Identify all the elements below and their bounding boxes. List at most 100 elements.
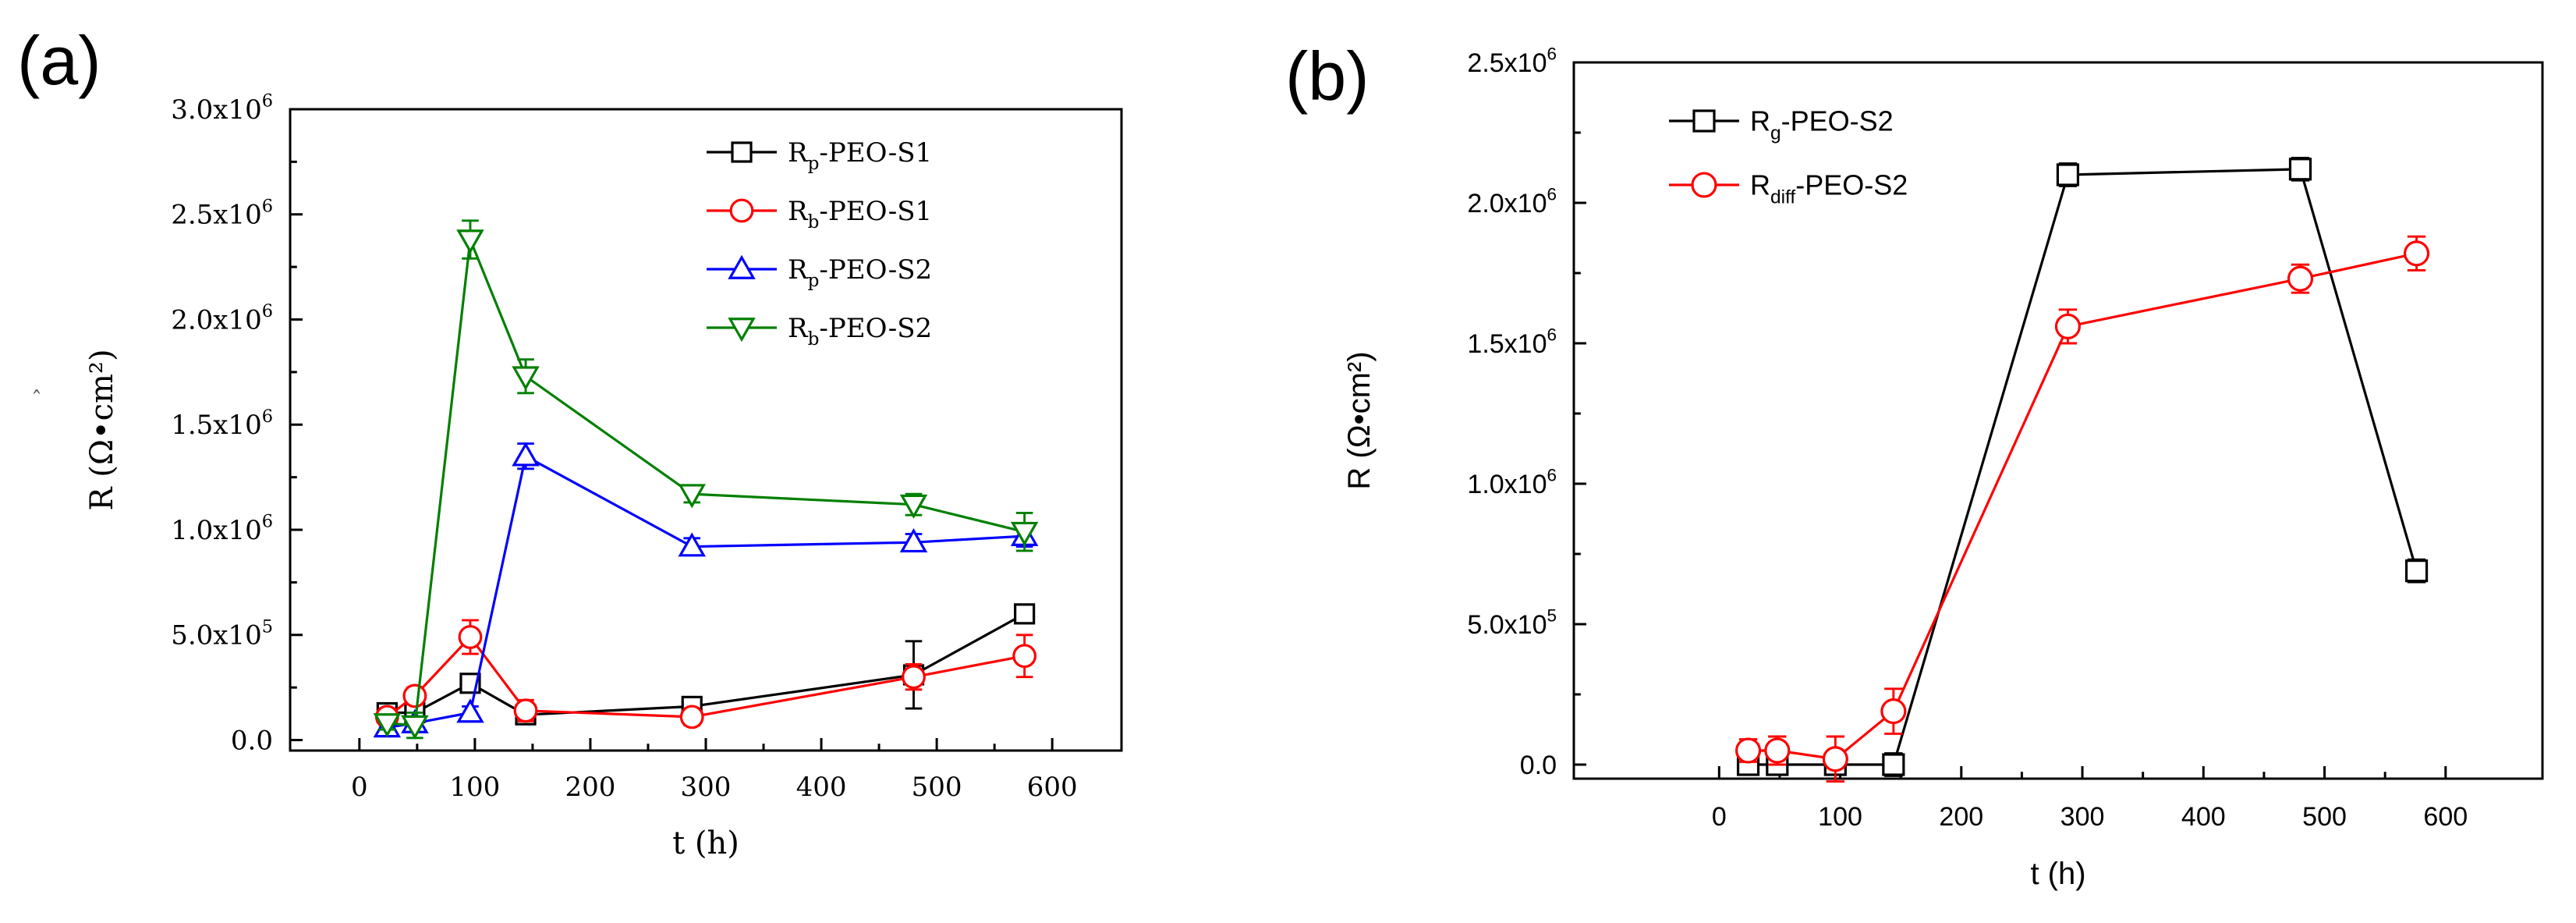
legend-marker [729,198,754,223]
x-tick-label: 0 [351,772,368,803]
data-point [1010,521,1039,546]
y-axis-label: R (Ω•cm²) [84,349,120,510]
y-tick-label: 2.5x106 [1467,44,1557,78]
data-point [678,532,706,557]
x-tick-label: 300 [2060,802,2105,832]
y-tick-label: 2.5x106 [171,196,273,230]
y-tick-mantissa: 3.0x10 [171,94,262,126]
chart-a: 0 100 200 300 400 500 6000.05.0x1051.0x1061.5x… [84,91,1123,861]
legend-base: R [1750,105,1770,137]
y-tick-exponent: 6 [262,91,273,112]
y-tick-exponent: 6 [262,406,273,427]
legend-label: Rp-PEO-S1 [788,137,932,174]
series-line [387,612,1026,716]
legend-marker [728,318,756,343]
y-tick-exponent: 6 [262,512,273,532]
data-point [1012,644,1037,669]
stray-mark: ˆ [31,387,42,413]
y-tick-exponent: 6 [1547,466,1557,485]
x-axis-label: t (h) [2030,857,2085,891]
legend-base: R [1750,169,1770,201]
y-tick-exponent: 6 [1547,44,1557,64]
legend-marker [1691,172,1717,198]
y-tick-label: 2.0x106 [171,301,273,335]
legend-label: Rp-PEO-S2 [788,254,932,291]
data-point [373,713,402,738]
data-point [458,625,483,649]
chart-b: 0 100 200 300 400 500 6000.05.0x1051.0x1061.5x… [1342,44,2544,891]
data-point [2404,559,2429,583]
x-tick-label: 100 [1818,802,1862,832]
legend-sub: p [808,154,820,174]
y-tick-label: 1.5x106 [171,406,273,441]
x-tick-label: 400 [2181,802,2226,832]
y-tick-label: 5.0x105 [171,616,273,651]
y-tick-mantissa: 1.0x10 [1467,470,1547,499]
y-tick-exponent: 6 [1547,185,1557,204]
legend-rest: -PEO-S1 [819,137,932,169]
y-tick-mantissa: 1.5x10 [171,410,262,441]
data-point [1822,746,1848,772]
legend-base: R [788,254,809,286]
x-tick-label: 0 [1712,802,1727,832]
data-point [402,683,427,708]
y-tick-mantissa: 1.0x10 [171,515,262,546]
y-tick-exponent: 5 [262,616,273,637]
series-Rp-PEO-S2 [373,442,1039,738]
data-point [2288,158,2312,181]
data-point [1880,698,1907,725]
x-tick-label: 200 [1939,802,1983,832]
legend-marker [728,254,756,279]
series-line [387,454,1025,729]
data-point [456,229,484,254]
legend-sub: p [808,271,820,291]
y-tick-exponent: 5 [1547,606,1557,626]
legend-label: Rb-PEO-S2 [788,313,932,350]
y-tick-label: 0.0 [1520,751,1557,780]
data-point [2403,240,2430,267]
data-point [1014,603,1036,625]
legend-sub: diff [1770,186,1795,208]
x-tick-label: 500 [2302,802,2347,832]
series-Rg-PEO-S2 [1736,156,2429,777]
data-point [2054,313,2081,339]
x-tick-label: 400 [796,772,847,803]
series-line [1748,168,2418,766]
y-tick-mantissa: 1.5x10 [1467,329,1547,359]
data-point [679,705,704,730]
legend-marker [1692,109,1716,133]
legend-label: Rdiff-PEO-S2 [1750,169,1908,208]
plot-frame [289,108,1123,752]
legend-sub: g [1770,122,1781,144]
y-tick-label: 3.0x106 [171,91,273,126]
y-tick-label: 1.0x106 [1467,466,1557,499]
y-tick-mantissa: 5.0x10 [1467,610,1547,640]
legend-base: R [788,137,809,169]
legend-label: Rb-PEO-S1 [788,196,932,233]
y-tick-label: 2.0x106 [1467,185,1557,218]
legend-label: Rg-PEO-S2 [1750,105,1894,144]
y-tick-mantissa: 2.5x10 [1467,48,1547,78]
series-Rdiff-PEO-S2 [1735,235,2430,783]
legend-rest: -PEO-S2 [1795,169,1908,201]
y-tick-label: 1.5x106 [1467,325,1557,359]
y-tick-mantissa: 2.0x10 [1467,189,1547,218]
legend-rest: -PEO-S1 [819,196,932,227]
legend-rest: -PEO-S2 [819,254,932,286]
data-point [1735,737,1762,764]
panel-a-label: (a) [17,22,101,99]
x-tick-label: 300 [681,772,732,803]
data-point [401,715,429,740]
y-tick-label: 1.0x106 [171,512,273,546]
data-point [2287,265,2314,292]
legend-rest: -PEO-S2 [1781,105,1894,137]
legend-base: R [788,196,809,227]
series-Rb-PEO-S2 [373,219,1039,740]
y-tick-label: 5.0x105 [1467,606,1557,640]
x-tick-label: 500 [912,772,962,803]
y-axis-label: R (Ω•cm²) [1342,351,1377,489]
y-tick-exponent: 6 [262,196,273,216]
